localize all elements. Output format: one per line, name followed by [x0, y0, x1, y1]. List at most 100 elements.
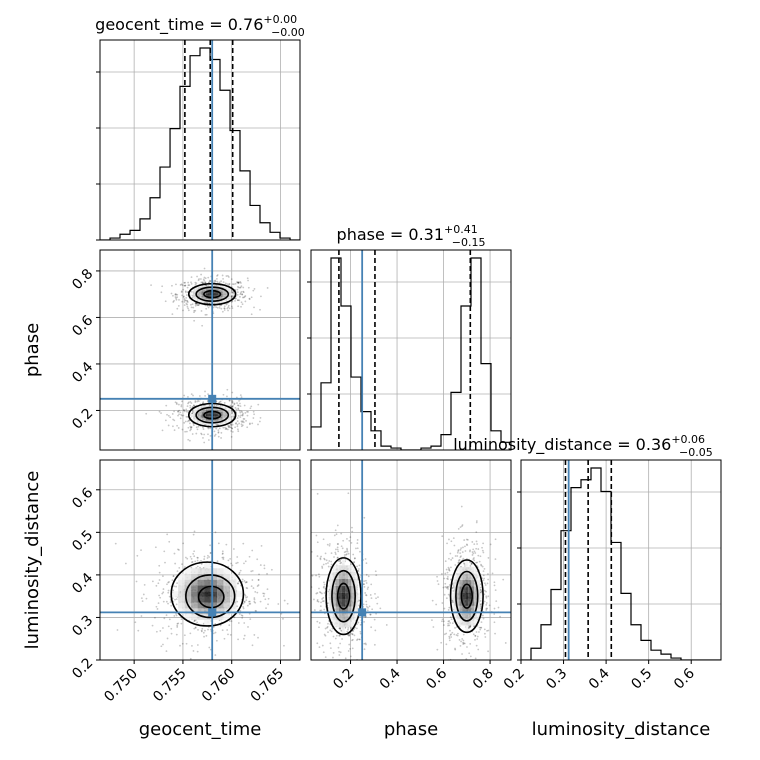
sample-point [242, 606, 245, 608]
density-cell [197, 285, 202, 288]
density-cell [332, 565, 336, 573]
sample-point [188, 284, 191, 287]
sample-point [340, 545, 343, 548]
sample-point [494, 538, 497, 541]
sample-point [250, 405, 253, 408]
density-cell [450, 592, 454, 600]
density-cell [222, 295, 227, 298]
sample-point [448, 569, 451, 572]
sample-point [366, 609, 369, 612]
sample-point [358, 604, 360, 607]
density-cell [338, 620, 342, 628]
truth-marker-luminosity_distance_vs_geocent_time [208, 608, 217, 617]
density-cell [329, 613, 333, 621]
density-cell [210, 591, 218, 597]
sample-point [186, 294, 188, 296]
density-cell [204, 568, 211, 574]
sample-point [330, 563, 333, 566]
density-cell [348, 585, 352, 593]
sample-point [166, 583, 168, 586]
sample-point [227, 424, 230, 427]
sample-point [238, 286, 241, 289]
density-cell [214, 287, 219, 290]
density-cell [341, 572, 346, 579]
sample-point [230, 562, 232, 565]
density-cell [197, 608, 205, 615]
sample-point [483, 577, 486, 580]
sample-point [236, 288, 239, 291]
sample-point [208, 279, 211, 282]
sample-point [251, 569, 254, 572]
sample-point [256, 558, 259, 561]
sample-point [236, 423, 239, 426]
sample-point [181, 642, 184, 645]
sample-point [159, 630, 162, 632]
sample-point [191, 433, 194, 435]
sample-point [204, 313, 207, 316]
sample-point [136, 554, 139, 557]
density-cell [214, 409, 219, 412]
sample-point [237, 281, 240, 284]
sample-point [479, 626, 482, 629]
sample-point [462, 642, 465, 645]
sample-point [229, 557, 232, 560]
density-cell [332, 592, 336, 600]
sample-point [223, 307, 226, 310]
density-cell [230, 608, 237, 615]
sample-point [186, 301, 189, 304]
sample-point [335, 533, 338, 536]
xtick-label-phase-1: 0.4 [377, 665, 404, 692]
sample-point [191, 560, 194, 563]
sample-point [368, 605, 371, 608]
sample-point [240, 282, 242, 284]
density-cell [341, 627, 346, 635]
sample-point [209, 648, 212, 651]
sample-point [184, 291, 187, 294]
contour-luminosity_distance_vs_phase-3 [449, 559, 484, 634]
sample-point [194, 627, 197, 629]
density-cell [197, 295, 202, 298]
sample-point [355, 547, 357, 550]
sample-point [204, 390, 206, 393]
sample-point [353, 561, 355, 564]
sample-point [347, 552, 350, 555]
sample-point [254, 601, 257, 604]
sample-point [196, 644, 199, 646]
sample-point [336, 546, 339, 549]
sample-point [331, 627, 334, 630]
sample-point [253, 600, 256, 603]
sample-point [237, 408, 240, 411]
sample-point [365, 643, 367, 646]
sample-point [253, 288, 256, 290]
sample-point [231, 295, 234, 298]
sample-point [185, 415, 188, 418]
density-cell [191, 614, 198, 620]
sample-point [247, 411, 249, 413]
sample-point [231, 283, 234, 286]
sample-point [183, 304, 186, 307]
sample-point [447, 622, 450, 625]
sample-point [338, 650, 341, 653]
scatter-frame-phase_vs_geocent_time [99, 249, 301, 451]
sample-point [227, 633, 229, 636]
sample-point [241, 421, 244, 424]
sample-point [257, 579, 260, 581]
sample-point [355, 627, 358, 630]
sample-point [245, 581, 248, 584]
sample-point [322, 563, 325, 566]
sample-point [234, 426, 237, 429]
sample-point [356, 565, 358, 568]
sample-point [484, 636, 487, 638]
sample-point [280, 612, 283, 615]
density-cell [193, 418, 198, 421]
sample-point [226, 307, 229, 310]
sample-point [182, 296, 185, 298]
sample-point [177, 305, 180, 307]
sample-point [236, 281, 239, 284]
sample-point [356, 539, 359, 541]
sample-point [329, 642, 332, 645]
sample-point [444, 586, 447, 588]
sample-point [203, 558, 206, 560]
density-cell [223, 573, 231, 580]
density-cell [223, 614, 231, 620]
